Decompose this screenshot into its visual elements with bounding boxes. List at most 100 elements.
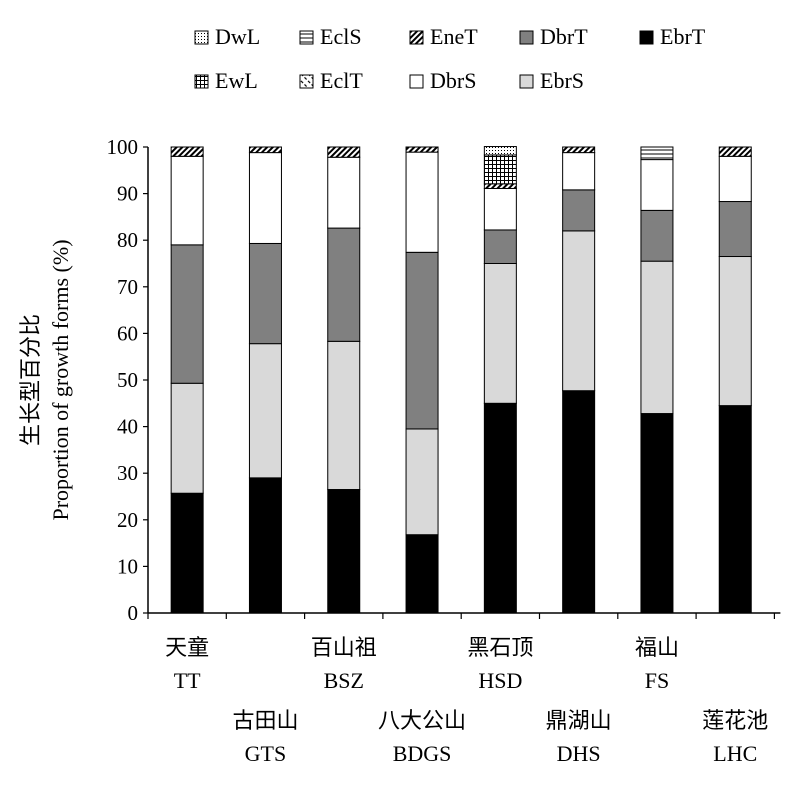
legend-item-DwL: DwL: [194, 24, 260, 49]
y-tick-label: 0: [128, 601, 139, 625]
x-label-cn: 百山祖: [311, 635, 377, 660]
y-tick-label: 90: [117, 182, 138, 206]
bar-BSZ: [327, 146, 361, 614]
legend-label: EclS: [320, 24, 362, 49]
y-tick-label: 40: [117, 415, 138, 439]
bar-segment-EbrT: [562, 390, 596, 614]
bar-segment-EbrS: [640, 260, 674, 415]
y-tick-label: 50: [117, 368, 138, 392]
bar-segment-DbrS: [718, 155, 752, 203]
legend-item-DbrS: DbrS: [409, 68, 476, 93]
bar-LHC: [718, 146, 752, 614]
legend-item-EneT: EneT: [409, 24, 478, 49]
bar-segment-DwL: [483, 146, 517, 156]
y-tick-label: 20: [117, 508, 138, 532]
bar-segment-DbrS: [248, 152, 282, 244]
bar-TT: [170, 146, 204, 614]
bars: [170, 146, 752, 614]
legend-swatch: [194, 74, 209, 89]
bar-FS: [640, 146, 674, 614]
legend-swatch: [639, 30, 654, 45]
bar-segment-DbrS: [483, 187, 517, 231]
legend-item-EbrS: EbrS: [519, 68, 584, 93]
bar-segment-EbrT: [640, 413, 674, 614]
bar-DHS: [562, 146, 596, 614]
bar-segment-EbrS: [327, 340, 361, 491]
bar-segment-EbrS: [170, 382, 204, 494]
bar-segment-EbrT: [405, 534, 439, 614]
y-axis-title-cn: 生长型百分比: [18, 314, 43, 446]
legend-item-EbrT: EbrT: [639, 24, 706, 49]
bar-segment-EbrS: [405, 428, 439, 536]
legend-item-EclT: EclT: [299, 68, 363, 93]
bar-segment-EneT: [483, 183, 517, 189]
x-label-cn: 天童: [165, 635, 209, 660]
legend-label: EbrS: [540, 68, 584, 93]
axes: 0 10 20 30 40 50 60 70 80 90 100: [107, 135, 781, 625]
bar-segment-DbrT: [640, 209, 674, 262]
legend-label: EneT: [430, 24, 478, 49]
y-tick-label: 100: [107, 135, 139, 159]
legend-label: EclT: [320, 68, 363, 93]
x-label-en: TT: [174, 668, 201, 693]
bar-segment-EclS: [640, 146, 674, 161]
bar-segment-EneT: [562, 146, 596, 154]
bar-segment-DbrS: [562, 152, 596, 191]
bar-segment-DbrT: [718, 201, 752, 258]
bar-segment-EbrT: [170, 492, 204, 614]
x-label-en: LHC: [713, 741, 757, 766]
bar-segment-EneT: [327, 146, 361, 158]
x-label-en: FS: [645, 668, 669, 693]
bar-segment-EbrT: [248, 477, 282, 614]
bar-segment-EneT: [248, 146, 282, 154]
x-label-cn: 福山: [635, 635, 679, 660]
bar-segment-EneT: [405, 146, 439, 153]
bar-segment-DbrT: [248, 242, 282, 345]
legend: DwL EclS EneT DbrT EbrT EwL EclT DbrS EbrS: [194, 24, 706, 93]
bar-segment-EbrS: [483, 263, 517, 404]
bar-GTS: [248, 146, 282, 614]
legend-label: DbrT: [540, 24, 588, 49]
bar-segment-DbrT: [405, 251, 439, 430]
bar-segment-DbrS: [640, 159, 674, 211]
legend-swatch: [519, 30, 534, 45]
y-tick-label: 30: [117, 461, 138, 485]
x-label-cn: 黑石顶: [467, 635, 533, 660]
legend-swatch: [409, 30, 424, 45]
bar-segment-DbrT: [483, 229, 517, 264]
legend-item-EclS: EclS: [299, 24, 362, 49]
legend-swatch: [194, 30, 209, 45]
legend-item-EwL: EwL: [194, 68, 258, 93]
x-label-en: BDGS: [393, 741, 452, 766]
y-axis-title: Proportion of growth forms (%): [48, 239, 73, 520]
legend-item-DbrT: DbrT: [519, 24, 588, 49]
bar-segment-DbrS: [405, 151, 439, 253]
y-tick-label: 60: [117, 321, 138, 345]
bar-segment-EneT: [170, 146, 204, 157]
bar-segment-EneT: [718, 146, 752, 157]
bar-segment-EbrS: [248, 343, 282, 479]
legend-label: DbrS: [430, 68, 476, 93]
x-label-en: DHS: [557, 741, 601, 766]
legend-swatch: [409, 74, 424, 89]
bar-segment-DbrS: [327, 156, 361, 229]
x-label-en: GTS: [245, 741, 287, 766]
x-label-en: BSZ: [324, 668, 364, 693]
bar-segment-EbrT: [718, 405, 752, 614]
x-label-cn: 莲花池: [702, 708, 768, 733]
bar-segment-EbrT: [483, 402, 517, 614]
bar-segment-EwL: [483, 154, 517, 185]
bar-segment-DbrT: [327, 227, 361, 342]
legend-label: EbrT: [660, 24, 706, 49]
x-label-cn: 八大公山: [378, 708, 466, 733]
legend-swatch: [519, 74, 534, 89]
bar-segment-EbrS: [718, 256, 752, 407]
y-tick-label: 10: [117, 554, 138, 578]
x-label-cn: 古田山: [232, 708, 298, 733]
y-tick-label: 80: [117, 228, 138, 252]
bar-segment-EbrS: [562, 230, 596, 392]
legend-swatch: [299, 30, 314, 45]
legend-label: EwL: [215, 68, 258, 93]
